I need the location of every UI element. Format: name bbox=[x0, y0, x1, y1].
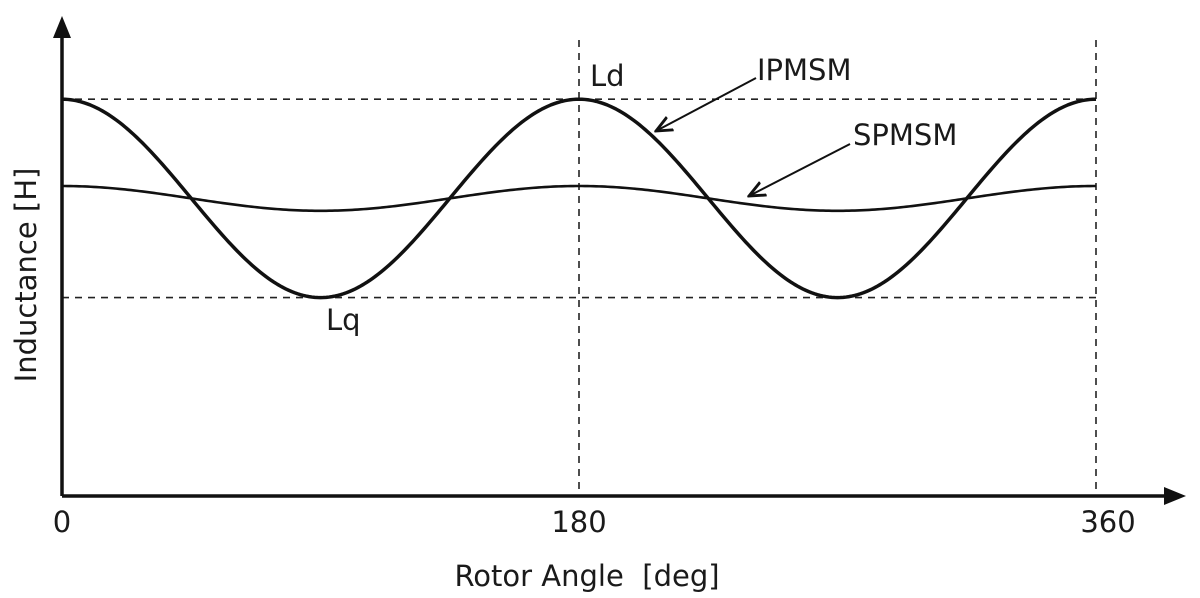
lq-label: Lq bbox=[326, 303, 361, 337]
ipmsm-leader-arrow bbox=[656, 77, 757, 131]
y-axis-label: Inductance [H] bbox=[9, 168, 43, 383]
spmsm-label: SPMSM bbox=[853, 118, 957, 152]
x-axis-label: Rotor Angle [deg] bbox=[454, 559, 719, 593]
x-tick-label-0: 0 bbox=[53, 505, 71, 539]
ld-label: Ld bbox=[590, 59, 625, 93]
y-axis-arrowhead bbox=[53, 16, 71, 38]
x-axis-arrowhead bbox=[1164, 487, 1186, 505]
x-tick-label-360: 360 bbox=[1080, 505, 1135, 539]
x-tick-label-180: 180 bbox=[551, 505, 606, 539]
spmsm-curve bbox=[61, 184, 1097, 213]
series-curves bbox=[61, 97, 1097, 300]
ipmsm-label: IPMSM bbox=[757, 53, 852, 87]
spmsm-leader-arrow bbox=[749, 143, 851, 196]
ipmsm-curve bbox=[61, 97, 1097, 300]
reference-lines bbox=[62, 40, 1097, 496]
